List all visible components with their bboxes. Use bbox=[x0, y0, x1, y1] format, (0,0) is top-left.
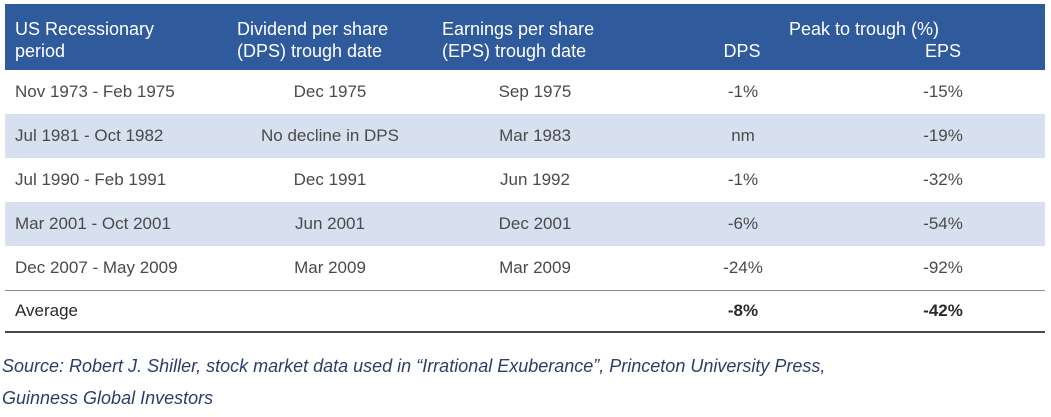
recession-dividend-table: US Recessionary period Dividend per shar… bbox=[5, 4, 1045, 333]
header-dps-line1: Dividend per share bbox=[237, 19, 389, 39]
cell-period: Nov 1973 - Feb 1975 bbox=[15, 82, 175, 101]
cell-eps-date: Sep 1975 bbox=[498, 82, 572, 101]
table-row: Jul 1990 - Feb 1991 Dec 1991 Jun 1992 -1… bbox=[5, 158, 1045, 202]
header-period-line2: period bbox=[15, 41, 66, 61]
cell-eps-date: Mar 2009 bbox=[499, 258, 571, 277]
header-sub-eps: EPS bbox=[924, 41, 962, 61]
header-dps-trough-date: Dividend per share (DPS) trough date bbox=[237, 18, 388, 62]
cell-eps-date: Jun 1992 bbox=[500, 170, 570, 189]
cell-eps-pct: -92% bbox=[923, 258, 963, 277]
average-row: Average -8% -42% bbox=[5, 291, 1045, 331]
header-eps-line1: Earnings per share bbox=[442, 19, 595, 39]
cell-dps-pct: nm bbox=[731, 126, 755, 145]
header-period: US Recessionary period bbox=[15, 18, 154, 62]
header-sub-dps: DPS bbox=[723, 41, 761, 61]
cell-eps-pct: -32% bbox=[923, 170, 963, 189]
cell-period: Dec 2007 - May 2009 bbox=[15, 258, 178, 277]
table-row: Nov 1973 - Feb 1975 Dec 1975 Sep 1975 -1… bbox=[5, 70, 1045, 114]
cell-period: Jul 1990 - Feb 1991 bbox=[15, 170, 167, 189]
cell-eps-date: Mar 1983 bbox=[499, 126, 571, 145]
source-line-1: Source: Robert J. Shiller, stock market … bbox=[2, 356, 826, 376]
average-divider bbox=[5, 290, 1045, 291]
cell-eps-pct: -15% bbox=[923, 82, 963, 101]
cell-period: Mar 2001 - Oct 2001 bbox=[15, 214, 171, 233]
cell-dps-date: Jun 2001 bbox=[295, 214, 365, 233]
cell-eps-pct: -19% bbox=[923, 126, 963, 145]
header-dps-line2: (DPS) trough date bbox=[237, 41, 383, 61]
table-row: Dec 2007 - May 2009 Mar 2009 Mar 2009 -2… bbox=[5, 246, 1045, 290]
header-period-line1: US Recessionary bbox=[15, 19, 155, 39]
cell-eps-pct: -54% bbox=[923, 214, 963, 233]
cell-dps-date: Mar 2009 bbox=[294, 258, 366, 277]
average-dps-pct: -8% bbox=[727, 301, 759, 320]
average-label: Average bbox=[15, 301, 79, 320]
cell-eps-date: Dec 2001 bbox=[498, 214, 572, 233]
cell-dps-pct: -1% bbox=[727, 170, 759, 189]
cell-dps-date: No decline in DPS bbox=[261, 126, 399, 145]
average-eps-pct: -42% bbox=[923, 301, 963, 320]
table-row: Mar 2001 - Oct 2001 Jun 2001 Dec 2001 -6… bbox=[5, 202, 1045, 246]
cell-dps-date: Dec 1991 bbox=[293, 170, 367, 189]
header-eps-line2: (EPS) trough date bbox=[442, 41, 587, 61]
header-eps-trough-date: Earnings per share (EPS) trough date bbox=[442, 18, 594, 62]
cell-period: Jul 1981 - Oct 1982 bbox=[15, 126, 164, 145]
source-note: Source: Robert J. Shiller, stock market … bbox=[2, 350, 1042, 414]
cell-dps-pct: -1% bbox=[727, 82, 759, 101]
table-bottom-rule bbox=[5, 331, 1045, 333]
cell-dps-date: Dec 1975 bbox=[293, 82, 367, 101]
table-header: US Recessionary period Dividend per shar… bbox=[5, 4, 1045, 70]
header-peak-to-trough: Peak to trough (%) bbox=[788, 19, 940, 39]
table-row: Jul 1981 - Oct 1982 No decline in DPS Ma… bbox=[5, 114, 1045, 158]
cell-dps-pct: -24% bbox=[723, 258, 763, 277]
source-line-2: Guinness Global Investors bbox=[2, 388, 214, 408]
cell-dps-pct: -6% bbox=[727, 214, 759, 233]
